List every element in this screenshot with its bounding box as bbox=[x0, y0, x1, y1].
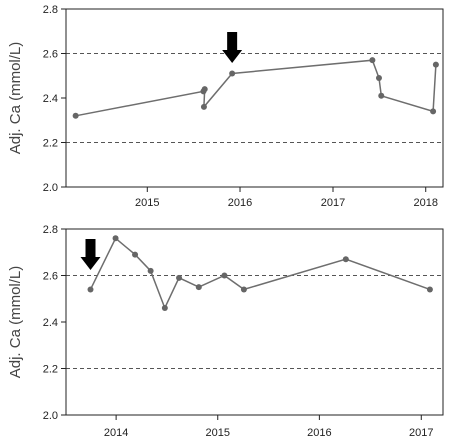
chart-panel-2: 2.0 2.2 2.4 2.6 2.8 2014 2015 2016 2017 Adj. Ca (… bbox=[7, 224, 444, 439]
series-line bbox=[89, 237, 431, 310]
data-point bbox=[200, 103, 207, 110]
x-tick-label: 2018 bbox=[413, 197, 437, 209]
series-line bbox=[75, 59, 437, 117]
y-tick-label: 2.8 bbox=[43, 4, 58, 16]
data-point bbox=[87, 286, 94, 293]
x-tick-label: 2017 bbox=[321, 197, 345, 209]
data-point bbox=[112, 235, 119, 242]
y-tick-label: 2.6 bbox=[43, 271, 58, 283]
x-tick-label: 2016 bbox=[307, 427, 331, 439]
y-tick-label: 2.2 bbox=[43, 138, 58, 150]
y-axis-title: Adj. Ca (mmol/L) bbox=[7, 42, 24, 155]
arrow-down-icon bbox=[80, 239, 101, 270]
y-tick-label: 2.4 bbox=[43, 93, 58, 105]
arrow-down-icon bbox=[222, 32, 243, 63]
data-point bbox=[176, 274, 183, 281]
data-point bbox=[132, 251, 139, 258]
data-point bbox=[375, 74, 382, 81]
data-point bbox=[240, 286, 247, 293]
x-tick-label: 2015 bbox=[206, 427, 230, 439]
data-point bbox=[378, 92, 385, 99]
plot-frame bbox=[65, 228, 444, 416]
data-point bbox=[342, 256, 349, 263]
y-tick-label: 2.8 bbox=[43, 224, 58, 236]
plot-frame bbox=[65, 8, 444, 188]
data-point bbox=[72, 112, 79, 119]
y-tick-label: 2.2 bbox=[43, 364, 58, 376]
data-point bbox=[221, 272, 228, 279]
data-point bbox=[195, 284, 202, 291]
x-tick-label: 2017 bbox=[409, 427, 433, 439]
x-tick-label: 2014 bbox=[104, 427, 128, 439]
data-point bbox=[161, 305, 168, 312]
data-point bbox=[432, 61, 439, 68]
y-tick-label: 2.0 bbox=[43, 410, 58, 422]
y-tick-label: 2.4 bbox=[43, 317, 58, 329]
x-tick-label: 2015 bbox=[135, 197, 159, 209]
data-point bbox=[229, 70, 236, 77]
data-point bbox=[430, 108, 437, 115]
data-point bbox=[201, 86, 208, 93]
chart-panel-1: 2.0 2.2 2.4 2.6 2.8 2015 2016 2017 2018 Adj. Ca (… bbox=[7, 4, 444, 209]
y-axis-title: Adj. Ca (mmol/L) bbox=[7, 266, 24, 379]
y-tick-label: 2.6 bbox=[43, 49, 58, 61]
data-point bbox=[426, 286, 433, 293]
y-tick-label: 2.0 bbox=[43, 182, 58, 194]
data-point bbox=[369, 57, 376, 64]
data-point bbox=[147, 267, 154, 274]
x-tick-label: 2016 bbox=[228, 197, 252, 209]
